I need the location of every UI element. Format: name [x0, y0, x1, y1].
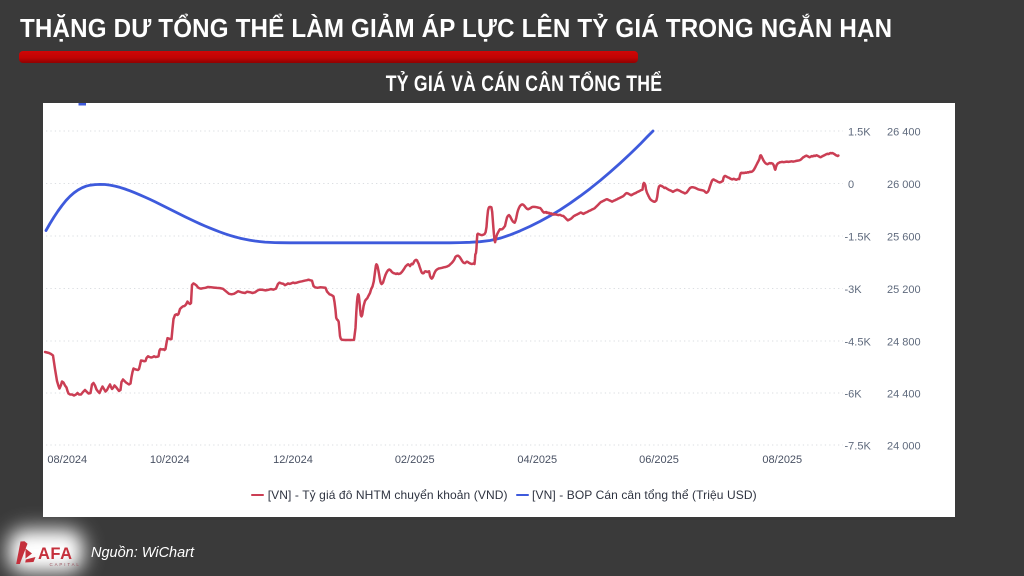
svg-text:-6K: -6K [845, 388, 863, 400]
svg-text:25 200: 25 200 [887, 284, 921, 296]
svg-text:04/2025: 04/2025 [517, 454, 557, 466]
svg-text:1.5K: 1.5K [848, 126, 871, 138]
svg-text:24 000: 24 000 [887, 440, 921, 452]
svg-text:08/2025: 08/2025 [762, 454, 802, 466]
svg-text:02/2025: 02/2025 [395, 454, 435, 466]
svg-text:08/2024: 08/2024 [47, 454, 87, 466]
svg-text:-3K: -3K [845, 284, 863, 296]
svg-text:24 800: 24 800 [887, 336, 921, 348]
svg-text:06/2025: 06/2025 [639, 454, 679, 466]
svg-text:CAPITAL: CAPITAL [50, 562, 81, 567]
svg-text:0: 0 [848, 179, 854, 191]
svg-text:AFA: AFA [38, 545, 73, 563]
svg-text:-4.5K: -4.5K [845, 336, 872, 348]
svg-text:25 600: 25 600 [887, 231, 921, 243]
svg-text:26 400: 26 400 [887, 126, 921, 138]
svg-text:26 000: 26 000 [887, 179, 921, 191]
svg-text:24 400: 24 400 [887, 388, 921, 400]
svg-text:12/2024: 12/2024 [273, 454, 313, 466]
svg-text:10/2024: 10/2024 [150, 454, 190, 466]
svg-text:-7.5K: -7.5K [845, 440, 872, 452]
svg-text:-1.5K: -1.5K [845, 231, 872, 243]
